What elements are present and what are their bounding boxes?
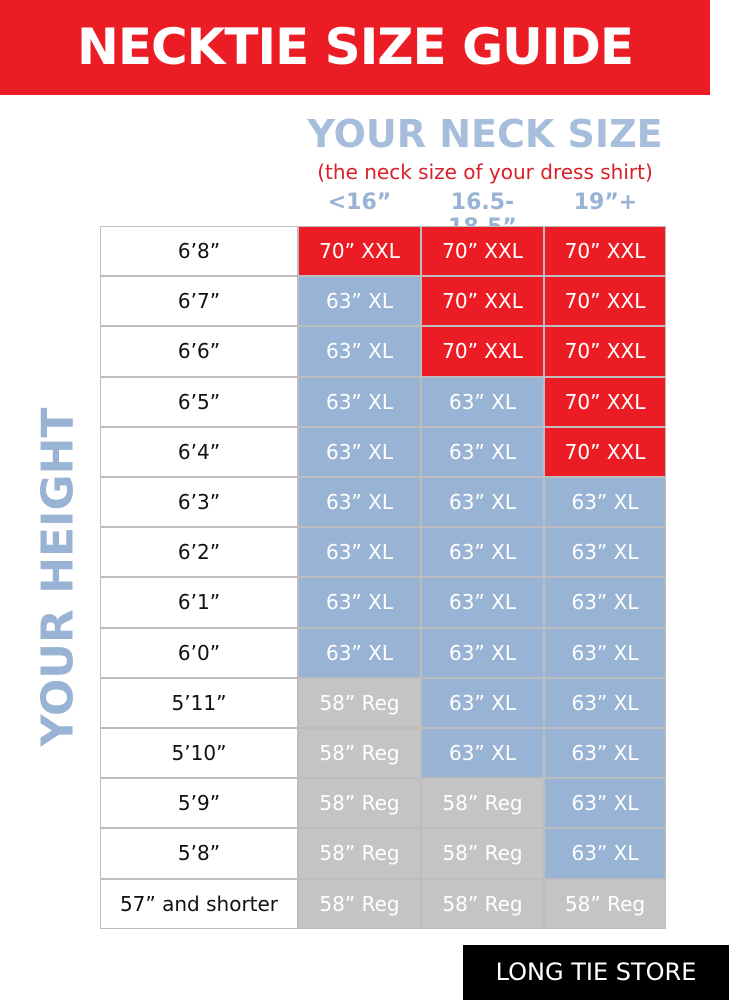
size-cell: 70” XXL — [544, 426, 666, 477]
size-cell: 63” XL — [298, 276, 421, 327]
title: NECKTIE SIZE GUIDE — [0, 0, 710, 95]
height-cell: 6’4” — [100, 426, 298, 477]
neck-title: YOUR NECK SIZE — [307, 112, 663, 156]
size-cell: 58” Reg — [298, 828, 421, 879]
height-label: YOUR HEIGHT — [32, 407, 84, 747]
size-cell: 70” XXL — [544, 326, 666, 377]
size-cell: 63” XL — [544, 728, 666, 779]
size-cell: 63” XL — [544, 627, 666, 678]
column-header: <16” — [327, 190, 392, 215]
size-cell: 63” XL — [544, 577, 666, 628]
column-header: 19”+ — [573, 190, 638, 215]
size-cell: 63” XL — [421, 477, 544, 528]
height-cell: 6’7” — [100, 276, 298, 327]
size-cell: 70” XXL — [544, 226, 666, 277]
height-cell: 6’2” — [100, 527, 298, 578]
size-cell: 58” Reg — [544, 878, 666, 929]
size-cell: 63” XL — [298, 527, 421, 578]
height-cell: 6’8” — [100, 226, 298, 277]
height-cell: 5’10” — [100, 728, 298, 779]
size-cell: 63” XL — [421, 728, 544, 779]
size-cell: 63” XL — [421, 376, 544, 427]
size-cell: 63” XL — [298, 426, 421, 477]
size-cell: 70” XXL — [421, 276, 544, 327]
height-cell: 6’0” — [100, 627, 298, 678]
size-cell: 63” XL — [544, 677, 666, 728]
size-cell: 70” XXL — [298, 226, 421, 277]
size-cell: 58” Reg — [421, 828, 544, 879]
size-cell: 63” XL — [298, 326, 421, 377]
size-cell: 63” XL — [544, 477, 666, 528]
size-cell: 58” Reg — [421, 778, 544, 829]
size-cell: 63” XL — [298, 627, 421, 678]
size-cell: 58” Reg — [421, 878, 544, 929]
size-cell: 63” XL — [298, 577, 421, 628]
size-cell: 58” Reg — [298, 677, 421, 728]
size-cell: 63” XL — [421, 677, 544, 728]
height-cell: 5’11” — [100, 677, 298, 728]
size-cell: 63” XL — [544, 527, 666, 578]
height-cell: 6’3” — [100, 477, 298, 528]
size-cell: 63” XL — [421, 577, 544, 628]
size-cell: 63” XL — [421, 426, 544, 477]
height-cell: 6’6” — [100, 326, 298, 377]
height-cell: 57” and shorter — [100, 878, 298, 929]
size-cell: 70” XXL — [544, 376, 666, 427]
size-cell: 70” XXL — [421, 326, 544, 377]
height-cell: 6’5” — [100, 376, 298, 427]
size-cell: 63” XL — [298, 477, 421, 528]
size-cell: 70” XXL — [421, 226, 544, 277]
size-cell: 58” Reg — [298, 878, 421, 929]
brand: LONG TIE STORE — [463, 945, 729, 1000]
height-cell: 6’1” — [100, 577, 298, 628]
height-cell: 5’8” — [100, 828, 298, 879]
size-cell: 58” Reg — [298, 728, 421, 779]
size-cell: 63” XL — [544, 778, 666, 829]
size-cell: 63” XL — [421, 527, 544, 578]
size-cell: 70” XXL — [544, 276, 666, 327]
size-cell: 63” XL — [544, 828, 666, 879]
size-cell: 58” Reg — [298, 778, 421, 829]
height-cell: 5’9” — [100, 778, 298, 829]
neck-subtitle: (the neck size of your dress shirt) — [317, 160, 653, 184]
size-cell: 63” XL — [421, 627, 544, 678]
size-cell: 63” XL — [298, 376, 421, 427]
